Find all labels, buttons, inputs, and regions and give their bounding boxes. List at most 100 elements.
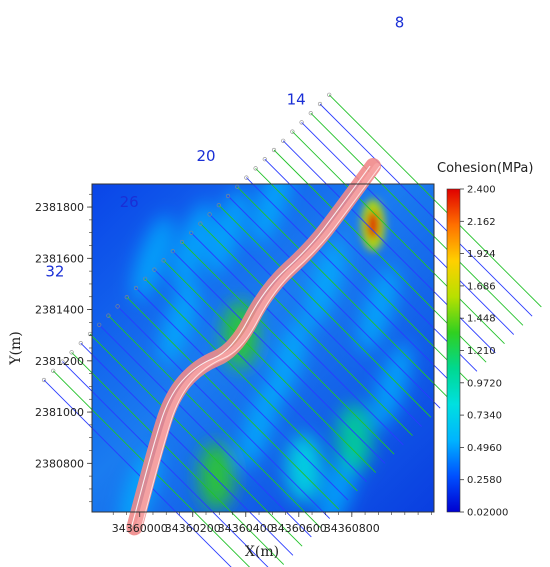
survey-line-marker xyxy=(106,313,111,318)
colorbar-tick-label: 1.448 xyxy=(467,314,496,325)
survey-line-marker xyxy=(78,341,83,346)
survey-line-marker xyxy=(216,203,221,208)
y-tick-label: 2381200 xyxy=(35,355,84,368)
high-zone xyxy=(286,434,323,503)
survey-line-marker xyxy=(41,377,47,383)
survey-line-label: 20 xyxy=(196,147,215,165)
survey-line xyxy=(154,269,367,483)
colorbar-tick-label: 0.4960 xyxy=(467,443,502,454)
survey-line xyxy=(218,204,432,418)
survey-line-marker xyxy=(327,92,332,97)
colorbar: Cohesion(MPa) 2.400 2.162 1.924 1.686 1.448 1… xyxy=(437,161,533,519)
survey-line xyxy=(89,333,303,547)
survey-line xyxy=(227,195,441,409)
survey-line xyxy=(190,232,404,446)
y-tick-label: 2381400 xyxy=(35,304,84,317)
survey-line-marker xyxy=(244,175,249,180)
survey-line-label: 26 xyxy=(120,193,139,211)
survey-line-label: 8 xyxy=(395,14,405,32)
survey-line xyxy=(264,158,478,372)
survey-line-marker xyxy=(161,258,166,263)
high-zone xyxy=(336,403,373,472)
field-stripe xyxy=(305,241,346,327)
survey-line xyxy=(163,260,377,473)
field-stripe xyxy=(206,190,248,276)
survey-line-marker xyxy=(253,166,258,171)
y-tick-label: 2381800 xyxy=(35,201,84,214)
survey-line-marker xyxy=(271,147,277,153)
colorbar-tick-label: 1.686 xyxy=(467,281,496,292)
field-stripe xyxy=(238,382,280,468)
x-tick-label: 34360000 xyxy=(112,522,168,535)
survey-line-marker xyxy=(69,350,74,355)
field-stripe xyxy=(132,215,174,301)
survey-line-marker xyxy=(97,322,102,327)
survey-line-marker xyxy=(124,295,129,300)
survey-line-marker xyxy=(170,249,175,254)
survey-line xyxy=(80,342,294,556)
survey-line-marker xyxy=(290,129,295,134)
survey-line-marker xyxy=(225,193,231,199)
colorbar-title: Cohesion(MPa) xyxy=(437,161,533,176)
survey-line-marker xyxy=(179,239,185,245)
colorbar-tick-label: 1.210 xyxy=(467,346,496,357)
tunnel-path xyxy=(126,158,382,536)
survey-line-marker xyxy=(60,359,65,364)
colorbar-tick-label: 0.02000 xyxy=(467,508,508,519)
survey-line xyxy=(319,103,533,317)
field-stripe xyxy=(252,184,293,245)
colorbar-tick-label: 2.162 xyxy=(467,217,496,228)
survey-line xyxy=(117,306,331,519)
survey-line-label: 14 xyxy=(287,91,306,109)
survey-line xyxy=(98,324,312,538)
survey-line-label: 32 xyxy=(45,262,64,280)
survey-line xyxy=(71,352,285,565)
survey-line xyxy=(144,278,358,492)
colorbar-ticks: 2.400 2.162 1.924 1.686 1.448 1.210 0.9720 0.73… xyxy=(460,185,508,519)
survey-line xyxy=(135,287,349,501)
y-axis: 2380800 2381000 2381200 2381400 2381600 23818… xyxy=(35,193,92,503)
colorbar-tick-label: 1.924 xyxy=(467,249,496,260)
survey-line-marker xyxy=(143,276,148,281)
survey-line xyxy=(255,168,469,381)
survey-line xyxy=(52,370,251,567)
high-zone xyxy=(198,442,235,511)
survey-line-marker xyxy=(115,304,120,309)
tunnel-band-inner xyxy=(135,163,381,531)
colorbar-tick-label: 0.7340 xyxy=(467,411,502,422)
y-tick-label: 2381000 xyxy=(35,406,84,419)
survey-line-marker xyxy=(198,221,203,226)
colorbar-ramp xyxy=(446,188,461,513)
colorbar-tick-label: 0.9720 xyxy=(467,378,502,389)
survey-line-marker xyxy=(281,138,286,143)
survey-line xyxy=(181,241,395,455)
survey-line-marker xyxy=(189,230,194,235)
x-tick-label: 34360200 xyxy=(165,522,221,535)
survey-line xyxy=(209,214,423,427)
survey-line xyxy=(292,131,505,345)
high-zone-core xyxy=(367,211,380,239)
survey-line xyxy=(328,94,542,308)
survey-line-marker xyxy=(308,111,313,116)
survey-line-marker xyxy=(133,285,139,291)
survey-line xyxy=(246,177,459,391)
survey-lines xyxy=(41,92,542,567)
colorbar-tick-label: 0.2580 xyxy=(467,475,502,486)
field-stripe xyxy=(159,279,200,365)
x-tick-label: 34360800 xyxy=(324,522,380,535)
survey-line xyxy=(126,296,340,510)
survey-line-marker xyxy=(51,368,56,373)
y-tick-label: 2380800 xyxy=(35,457,84,470)
tunnel-edge-line xyxy=(140,165,381,528)
y-tick-label: 2381600 xyxy=(35,252,84,265)
colorbar-tick-label: 2.400 xyxy=(467,185,496,196)
x-tick-label: 34360600 xyxy=(271,522,327,535)
survey-line xyxy=(310,112,524,326)
survey-line-marker xyxy=(235,184,240,189)
survey-line xyxy=(200,223,413,437)
survey-line xyxy=(236,186,450,400)
x-tick-label: 34360400 xyxy=(218,522,274,535)
survey-line xyxy=(108,315,321,529)
field-stripe xyxy=(172,202,213,289)
survey-line-marker xyxy=(317,101,323,107)
